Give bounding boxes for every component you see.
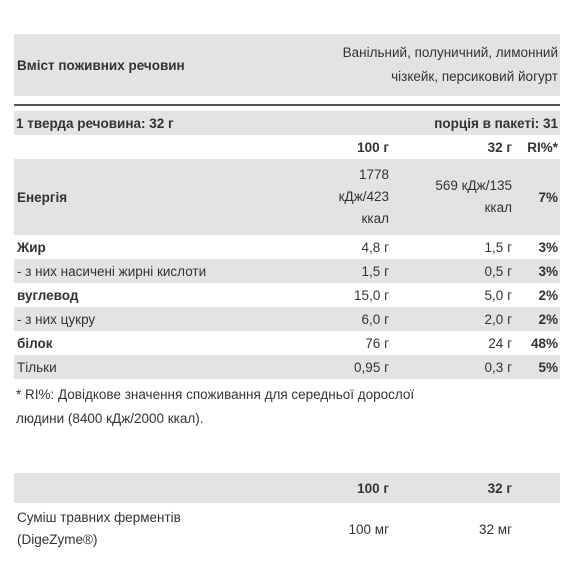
- enzymes-col-per-serving: 32 г: [487, 480, 512, 496]
- row-value-100g: 100 мг: [348, 521, 389, 537]
- row-name: Тільки: [17, 359, 57, 375]
- row-ri: 3%: [538, 239, 558, 255]
- row-value-serving: 0,3 г: [484, 359, 512, 375]
- table-row-energy: Енергія 1778 кДж/423 ккал 569 кДж/135 кк…: [14, 159, 560, 235]
- row-name: Суміш травних ферментів (DigeZyme®): [17, 510, 181, 547]
- row-value-100g: 1778 кДж/423 ккал: [338, 167, 389, 226]
- row-value-100g: 15,0 г: [354, 287, 389, 303]
- row-value-serving: 2,0 г: [484, 311, 512, 327]
- row-ri: 5%: [538, 359, 558, 375]
- flavors-line-1: Ванільний, полуничний, лимонний: [342, 45, 558, 60]
- nutrition-panel: Вміст поживних речовин Ванільний, полуни…: [14, 34, 560, 555]
- row-ri: 48%: [530, 335, 558, 351]
- row-ri: 3%: [538, 263, 558, 279]
- table-row-salt: Тільки 0,95 г 0,3 г 5%: [14, 355, 560, 379]
- table-row-sugar: - з них цукру 6,0 г 2,0 г 2%: [14, 307, 560, 331]
- row-name: - з них цукру: [17, 311, 96, 327]
- row-name: Жир: [17, 239, 46, 255]
- serving-size: 1 тверда речовина: 32 г: [16, 115, 174, 131]
- enzymes-table: 100 г 32 г Суміш травних ферментів (Dige…: [14, 473, 560, 555]
- row-ri: 7%: [538, 189, 558, 205]
- row-value-serving: 0,5 г: [484, 263, 512, 279]
- row-ri: 2%: [538, 311, 558, 327]
- ri-footnote: * RI%: Довідкове значення споживання для…: [14, 383, 560, 431]
- header-divider: [14, 104, 560, 106]
- col-ri: RI%*: [527, 139, 558, 155]
- table-row-fat: Жир 4,8 г 1,5 г 3%: [14, 235, 560, 259]
- nutrition-table: 100 г 32 г RI%* Енергія 1778 кДж/423 кка…: [14, 135, 560, 379]
- row-name: вуглевод: [17, 287, 79, 303]
- footnote-line-1: * RI%: Довідкове значення споживання для…: [16, 387, 415, 402]
- servings-per-pack: порція в пакеті: 31: [434, 115, 558, 131]
- table-row-protein: білок 76 г 24 г 48%: [14, 331, 560, 355]
- serving-info-row: 1 тверда речовина: 32 г порція в пакеті:…: [14, 111, 560, 135]
- row-name: білок: [17, 335, 53, 351]
- flavors-list: Ванільний, полуничний, лимонний чізкейк,…: [277, 41, 560, 89]
- row-name: - з них насичені жирні кислоти: [17, 263, 207, 279]
- row-value-serving: 24 г: [488, 335, 512, 351]
- footnote-line-2: людини (8400 кДж/2000 ккал).: [16, 411, 204, 426]
- row-name: Енергія: [17, 189, 68, 205]
- col-per-100g: 100 г: [357, 139, 389, 155]
- enzymes-header-row: 100 г 32 г: [14, 473, 560, 503]
- row-value-serving: 569 кДж/135 ккал: [435, 178, 512, 215]
- table-row-saturated: - з них насичені жирні кислоти 1,5 г 0,5…: [14, 259, 560, 283]
- flavors-line-2: чізкейк, персиковий йогурт: [391, 69, 558, 84]
- row-value-100g: 1,5 г: [361, 263, 389, 279]
- enzymes-col-per-100g: 100 г: [357, 480, 389, 496]
- row-value-serving: 32 мг: [479, 521, 512, 537]
- row-value-serving: 5,0 г: [484, 287, 512, 303]
- row-value-serving: 1,5 г: [484, 239, 512, 255]
- row-value-100g: 4,8 г: [361, 239, 389, 255]
- nutrition-title: Вміст поживних речовин: [17, 57, 185, 73]
- column-header-row: 100 г 32 г RI%*: [14, 135, 560, 159]
- table-row-carbs: вуглевод 15,0 г 5,0 г 2%: [14, 283, 560, 307]
- table-row-enzymes: Суміш травних ферментів (DigeZyme®) 100 …: [14, 503, 560, 555]
- col-per-serving: 32 г: [487, 139, 512, 155]
- row-value-100g: 0,95 г: [354, 359, 389, 375]
- row-value-100g: 6,0 г: [361, 311, 389, 327]
- row-value-100g: 76 г: [365, 335, 389, 351]
- row-ri: 2%: [538, 287, 558, 303]
- nutrition-header: Вміст поживних речовин Ванільний, полуни…: [14, 34, 560, 96]
